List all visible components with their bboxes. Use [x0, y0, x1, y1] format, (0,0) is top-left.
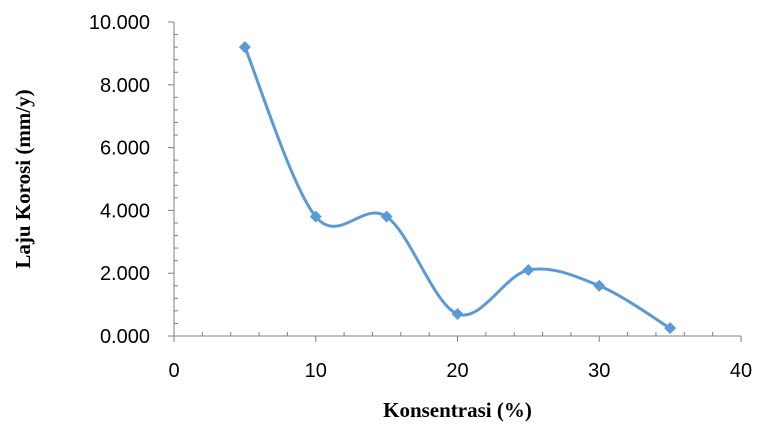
x-axis-title: Konsentrasi (%) — [383, 398, 532, 422]
x-axis-ticks: 0 10 20 30 40 — [168, 332, 752, 382]
y-tick-label: 8.000 — [100, 75, 150, 97]
y-tick-label: 0.000 — [100, 326, 150, 348]
data-point-marker — [664, 322, 677, 335]
y-tick-label: 6.000 — [100, 138, 150, 160]
data-point-marker — [522, 264, 535, 277]
x-tick-label: 30 — [588, 360, 610, 382]
data-point-marker — [593, 279, 606, 292]
x-tick-label: 0 — [168, 360, 179, 382]
y-axis-ticks: 0.000 2.000 4.000 6.000 8.000 10.000 — [89, 12, 178, 348]
data-point-marker — [451, 308, 464, 321]
axes — [173, 22, 741, 337]
x-tick-label: 20 — [446, 360, 468, 382]
x-tick-label: 40 — [730, 360, 752, 382]
data-point-marker — [380, 210, 393, 223]
y-tick-label: 10.000 — [89, 12, 150, 34]
x-tick-label: 10 — [305, 360, 327, 382]
data-point-marker — [238, 41, 251, 54]
series-line — [243, 46, 671, 330]
y-tick-label: 2.000 — [100, 263, 150, 285]
series-layer — [238, 41, 677, 335]
y-tick-label: 4.000 — [100, 200, 150, 222]
y-axis-title: Laju Korosi (mm/y) — [11, 89, 35, 268]
data-point-marker — [309, 210, 322, 223]
